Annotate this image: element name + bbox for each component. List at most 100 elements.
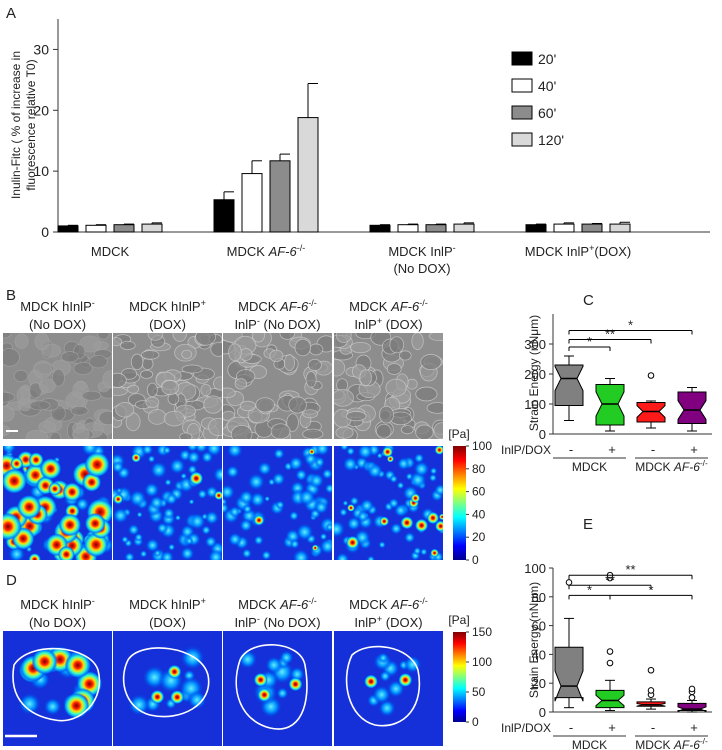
outlier xyxy=(647,372,655,379)
blob xyxy=(212,466,222,483)
blob xyxy=(439,513,443,521)
blob xyxy=(419,548,428,556)
text-segment: + xyxy=(201,298,206,308)
bar xyxy=(269,160,291,233)
blob xyxy=(289,539,300,550)
colorbar-tick-label: 150 xyxy=(472,625,492,639)
cell xyxy=(398,350,412,361)
x-tick-label: - xyxy=(569,720,573,735)
blob xyxy=(134,532,144,542)
y-tick-label: 200 xyxy=(524,367,546,382)
text-segment: MDCK xyxy=(349,299,391,314)
box xyxy=(595,689,625,709)
blob xyxy=(396,481,405,490)
blob xyxy=(357,446,374,460)
blob xyxy=(28,553,41,560)
blob xyxy=(18,692,41,716)
text-segment: MDCK InlP xyxy=(525,244,589,259)
blob xyxy=(62,482,82,502)
y-axis-label: Inulin-Fitc ( % of increase in xyxy=(9,51,23,199)
cell xyxy=(38,420,56,434)
blob xyxy=(197,488,208,500)
cell xyxy=(3,348,20,367)
x-tick-label: MDCK AF-6-/- xyxy=(227,243,306,259)
significance-label: * xyxy=(628,318,633,333)
image-bg xyxy=(223,631,332,746)
text-segment: AF-6 xyxy=(673,738,700,750)
cell xyxy=(102,370,112,389)
cell xyxy=(345,411,367,422)
text-segment: MDCK hInlP xyxy=(129,597,201,612)
blob xyxy=(396,456,411,471)
blob xyxy=(113,460,125,474)
x-tick-label: - xyxy=(651,720,655,735)
column-header: MDCK hInlP+ xyxy=(129,298,206,314)
panel-label: D xyxy=(6,572,17,589)
blob xyxy=(292,548,311,560)
cell xyxy=(163,410,185,427)
blob xyxy=(242,504,253,514)
cell-outline xyxy=(12,647,101,722)
text-segment: MDCK hInlP xyxy=(20,299,92,314)
significance-label: * xyxy=(587,582,592,597)
significance-label: ** xyxy=(605,572,615,587)
cell xyxy=(307,359,322,372)
outlier xyxy=(647,687,655,694)
text-segment: + xyxy=(201,596,206,606)
traction-map xyxy=(3,446,112,560)
text-segment: AF-6 xyxy=(390,597,420,612)
blob xyxy=(167,664,182,679)
blob xyxy=(311,544,319,552)
cell xyxy=(16,386,31,405)
y-tick-label: 20 xyxy=(532,676,546,691)
cell xyxy=(415,386,438,402)
blob xyxy=(367,463,383,479)
blob xyxy=(225,465,240,479)
cell xyxy=(145,396,160,408)
blob xyxy=(308,472,325,489)
blob xyxy=(16,494,42,520)
blob xyxy=(386,455,394,463)
column-header: InlP+ (DOX) xyxy=(354,316,422,332)
blob xyxy=(3,468,28,494)
cell-traction-map xyxy=(334,631,443,746)
blob xyxy=(223,484,236,501)
cell xyxy=(130,353,144,371)
blob xyxy=(149,495,165,511)
blob xyxy=(325,522,332,532)
text-segment: MDCK xyxy=(91,244,130,259)
cell xyxy=(302,428,324,439)
cell xyxy=(208,417,222,437)
cell xyxy=(213,376,222,391)
column-header: InlP- (No DOX) xyxy=(234,316,320,332)
cell xyxy=(119,340,136,351)
blob xyxy=(314,446,330,457)
blob xyxy=(413,546,422,556)
blob xyxy=(288,677,303,692)
text-segment: -/- xyxy=(419,298,428,308)
text-segment: -/- xyxy=(308,298,317,308)
phase-image xyxy=(334,333,443,439)
significance-label: ** xyxy=(605,327,615,342)
y-tick-label: 40 xyxy=(532,647,546,662)
blob xyxy=(389,522,403,535)
blob xyxy=(48,482,62,496)
bar xyxy=(609,223,631,233)
bar xyxy=(397,224,419,233)
phase-image xyxy=(3,333,112,439)
blob xyxy=(393,503,408,518)
panel-label: B xyxy=(6,287,16,304)
text-segment: InlP xyxy=(354,317,376,332)
blob xyxy=(288,510,300,521)
cell xyxy=(359,369,372,387)
text-segment: (No DOX) xyxy=(260,317,321,332)
bar xyxy=(453,223,475,233)
blob xyxy=(434,520,443,532)
cell-outline xyxy=(235,644,308,730)
cell xyxy=(415,424,434,439)
traction-map xyxy=(113,446,222,560)
blob xyxy=(113,507,129,524)
text-segment: AF-6 xyxy=(279,597,309,612)
blob xyxy=(162,507,176,520)
